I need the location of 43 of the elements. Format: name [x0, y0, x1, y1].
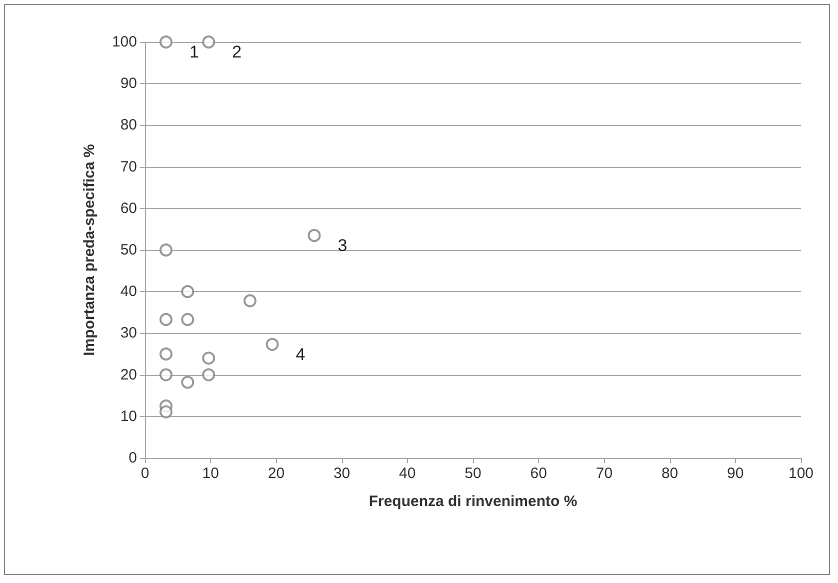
x-tick-label: 30 [333, 465, 350, 482]
y-tick-label: 10 [120, 408, 137, 425]
point [202, 368, 216, 382]
point [181, 312, 194, 326]
point [266, 338, 279, 351]
x-tick-label: 70 [596, 465, 613, 482]
annotation: 4 [296, 344, 306, 364]
y-axis-title: Importanza preda-specifica % [81, 144, 98, 356]
y-tick-label: 30 [120, 324, 137, 342]
x-tick-label: 90 [727, 465, 744, 482]
y-tick-label: 40 [120, 283, 137, 300]
point [160, 368, 172, 382]
x-axis-title: Frequenza di rinvenimento % [368, 493, 578, 510]
x-tick-label: 80 [661, 465, 678, 482]
x-tick-label: 0 [140, 465, 150, 482]
point [181, 376, 194, 389]
point [243, 294, 256, 308]
y-tick-label: 70 [120, 158, 137, 176]
y-tick-label: 20 [120, 366, 137, 384]
point [202, 36, 216, 48]
annotation: 3 [338, 236, 348, 255]
point [308, 228, 321, 242]
x-tick-label: 100 [788, 465, 814, 482]
point [202, 352, 216, 365]
x-tick-label: 10 [202, 465, 219, 482]
y-tick-label: 100 [112, 34, 137, 50]
y-tick-label: 0 [128, 450, 137, 466]
annotation: 2 [232, 42, 242, 62]
point [160, 312, 172, 326]
y-tick-label: 60 [120, 200, 137, 217]
x-tick-label: 50 [464, 465, 482, 482]
point [160, 348, 172, 360]
annotation: 1 [189, 42, 199, 62]
x-tick-label: 20 [268, 465, 285, 482]
y-tick-label: 90 [120, 75, 137, 92]
y-tick-label: 80 [120, 116, 137, 134]
x-tick-label: 60 [530, 465, 547, 482]
point [160, 36, 172, 48]
y-tick-label: 50 [120, 242, 137, 258]
point [160, 405, 172, 418]
x-tick-label: 40 [399, 465, 416, 482]
point [160, 244, 172, 256]
point [181, 285, 194, 298]
